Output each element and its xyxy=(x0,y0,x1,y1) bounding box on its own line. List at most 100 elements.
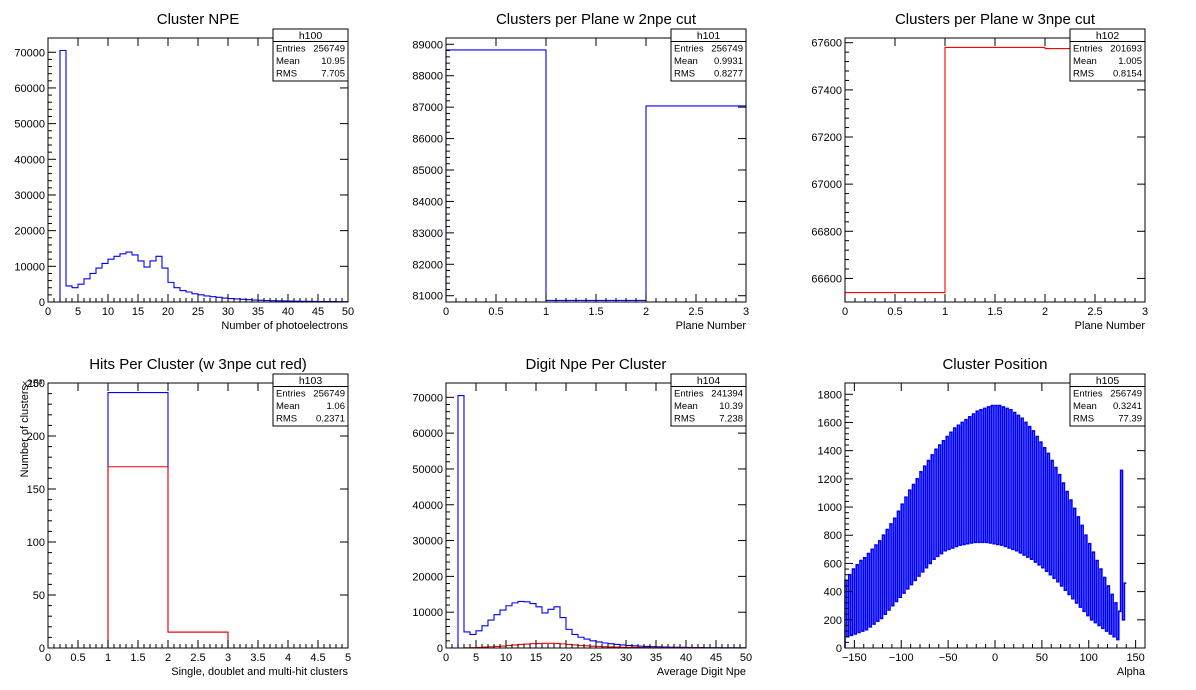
x-tick-label: 0.5 xyxy=(887,306,902,318)
x-tick-label: 25 xyxy=(590,652,602,664)
x-axis-label: Average Digit Npe xyxy=(657,666,746,678)
chart-h103: Hits Per Cluster (w 3npe cut red) 0 0.5 1 1.… xyxy=(19,356,351,678)
x-tick-label: 5 xyxy=(473,652,479,664)
y-tick-label: 1400 xyxy=(818,446,842,458)
stats-row-value: 0.2371 xyxy=(316,414,345,425)
y-tick-label: 66600 xyxy=(811,273,842,285)
y-axis-label: Number of clusters xyxy=(19,385,31,478)
x-tick-label: 30 xyxy=(222,306,234,318)
stats-row-label: RMS xyxy=(1073,69,1094,80)
stats-row-label: RMS xyxy=(674,69,695,80)
x-tick-label: 2 xyxy=(1042,306,1048,318)
x-tick-label: 45 xyxy=(710,652,722,664)
x-tick-label: −150 xyxy=(842,652,867,664)
histogram-series-blue xyxy=(844,404,1127,648)
y-tick-label: 89000 xyxy=(412,39,443,51)
y-tick-label: 200 xyxy=(27,431,45,443)
stats-row-label: Mean xyxy=(276,401,300,412)
x-axis-label: Number of photoelectrons xyxy=(221,320,348,332)
stats-row-label: Entries xyxy=(674,44,704,55)
histogram-series-blue xyxy=(446,394,746,649)
x-tick-label: 50 xyxy=(342,306,354,318)
x-tick-label: 5 xyxy=(345,652,351,664)
x-tick-label: 50 xyxy=(1036,652,1048,664)
y-tick-label: 67600 xyxy=(811,38,842,50)
y-tick-label: 67200 xyxy=(811,132,842,144)
x-tick-label: 2 xyxy=(165,652,171,664)
x-tick-label: 0 xyxy=(443,306,449,318)
y-tick-label: 84000 xyxy=(412,196,443,208)
x-axis-label: Single, doublet and multi-hit clusters xyxy=(171,666,348,678)
x-tick-label: 1 xyxy=(543,306,549,318)
x-tick-label: 0 xyxy=(992,652,998,664)
y-tick-label: 40000 xyxy=(412,500,443,512)
y-tick-label: 1000 xyxy=(818,502,842,514)
y-tick-label: 70000 xyxy=(412,392,443,404)
stats-row-value: 77.39 xyxy=(1118,414,1142,425)
x-tick-label: 2.5 xyxy=(1087,306,1102,318)
x-tick-label: 3.5 xyxy=(250,652,265,664)
y-tick-label: 0 xyxy=(836,643,842,655)
stats-row-label: Entries xyxy=(276,389,306,400)
stats-row-label: RMS xyxy=(1073,414,1094,425)
stats-row-label: Mean xyxy=(276,56,300,67)
x-tick-label: 45 xyxy=(312,306,324,318)
y-tick-label: 50 xyxy=(33,590,45,602)
x-tick-label: −50 xyxy=(939,652,958,664)
stats-box-name: h105 xyxy=(1096,375,1120,387)
histogram-series-red xyxy=(844,46,1145,302)
x-tick-label: 1.5 xyxy=(987,306,1002,318)
chart-h101: Clusters per Plane w 2npe cut 0 0.5 1 1.5 2 2.… xyxy=(412,11,749,332)
x-axis-label: Alpha xyxy=(1117,666,1146,678)
y-tick-label: 85000 xyxy=(412,165,443,177)
x-tick-label: 0 xyxy=(842,306,848,318)
stats-row-value: 10.39 xyxy=(719,401,743,412)
y-tick-label: 87000 xyxy=(412,102,443,114)
x-tick-label: 1 xyxy=(942,306,948,318)
chart-title: Cluster Position xyxy=(942,356,1047,373)
x-tick-label: 0 xyxy=(45,652,51,664)
x-tick-label: 30 xyxy=(620,652,632,664)
x-tick-label: 40 xyxy=(680,652,692,664)
chart-title: Clusters per Plane w 2npe cut xyxy=(496,11,697,28)
x-tick-label: 20 xyxy=(162,306,174,318)
y-tick-label: 0 xyxy=(39,297,45,309)
stats-row-value: 10.95 xyxy=(321,56,345,67)
stats-row-label: Mean xyxy=(674,56,698,67)
y-tick-label: 1200 xyxy=(818,474,842,486)
y-tick-label: 50000 xyxy=(412,464,443,476)
y-tick-label: 67400 xyxy=(811,85,842,97)
x-tick-label: 1.5 xyxy=(588,306,603,318)
x-tick-label: 2 xyxy=(643,306,649,318)
y-tick-label: 800 xyxy=(824,530,842,542)
stats-row-label: Mean xyxy=(1073,56,1097,67)
x-tick-label: 1 xyxy=(105,652,111,664)
x-tick-label: 15 xyxy=(132,306,144,318)
y-tick-label: 40000 xyxy=(14,154,45,166)
stats-box xyxy=(1069,28,1146,82)
stats-box-name: h102 xyxy=(1096,30,1120,42)
x-tick-label: 2.5 xyxy=(688,306,703,318)
x-tick-label: 3 xyxy=(225,652,231,664)
chart-h105: Cluster Position −150 −100 −50 0 50 100 150 0 200… xyxy=(818,356,1146,678)
x-tick-label: 1.5 xyxy=(130,652,145,664)
stats-row-value: 201693 xyxy=(1110,44,1142,55)
x-tick-label: 20 xyxy=(560,652,572,664)
y-tick-label: 67000 xyxy=(811,179,842,191)
y-tick-label: 86000 xyxy=(412,134,443,146)
x-axis-label: Plane Number xyxy=(676,320,747,332)
x-tick-label: 35 xyxy=(650,652,662,664)
y-tick-label: 400 xyxy=(824,587,842,599)
x-axis-label: Plane Number xyxy=(1075,320,1146,332)
y-tick-label: 30000 xyxy=(14,190,45,202)
y-tick-label: 1600 xyxy=(818,417,842,429)
stats-row-value: 241394 xyxy=(711,389,743,400)
y-tick-label: 150 xyxy=(27,484,45,496)
stats-row-label: RMS xyxy=(276,414,297,425)
stats-box-name: h100 xyxy=(299,30,323,42)
stats-box xyxy=(670,28,747,82)
stats-row-value: 256749 xyxy=(711,44,743,55)
y-tick-label: 0 xyxy=(39,643,45,655)
y-tick-label: 10000 xyxy=(412,607,443,619)
stats-box-name: h101 xyxy=(697,30,721,42)
